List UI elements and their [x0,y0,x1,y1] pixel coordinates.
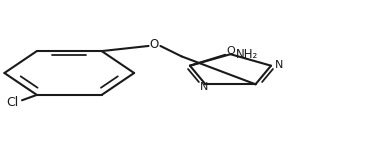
Text: N: N [275,60,283,70]
Text: NH₂: NH₂ [236,48,259,61]
Text: O: O [226,46,235,56]
Text: Cl: Cl [7,96,19,109]
Text: O: O [150,38,159,51]
Text: N: N [199,82,208,92]
